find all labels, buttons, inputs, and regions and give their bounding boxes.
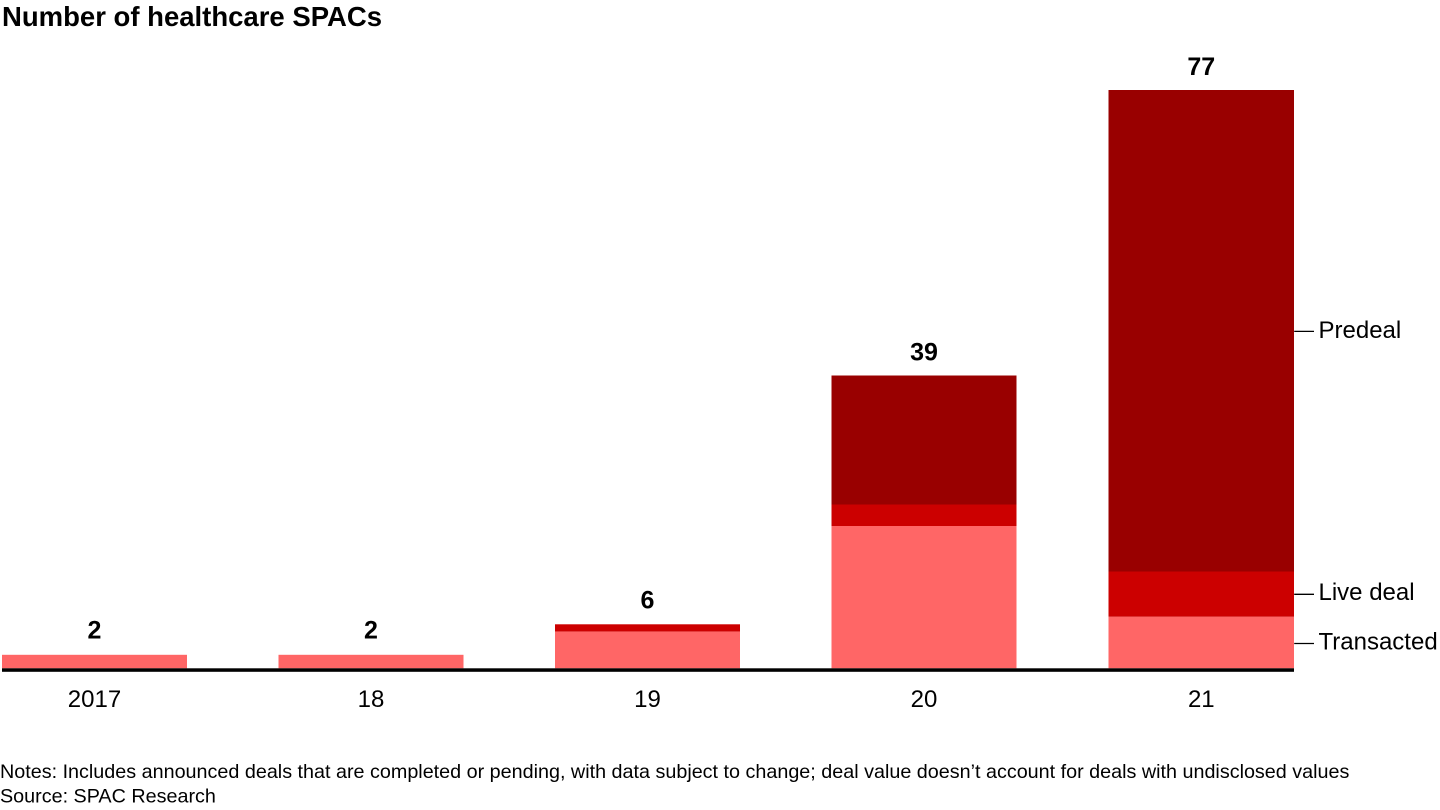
svg-text:20: 20: [911, 686, 938, 713]
svg-text:2: 2: [364, 617, 378, 645]
svg-text:Transacted: Transacted: [1319, 629, 1438, 656]
svg-text:6: 6: [641, 587, 655, 615]
svg-text:19: 19: [634, 686, 661, 713]
svg-text:2017: 2017: [68, 686, 121, 713]
svg-text:18: 18: [358, 686, 385, 713]
svg-text:39: 39: [910, 339, 938, 367]
svg-text:77: 77: [1187, 53, 1215, 81]
svg-text:Predeal: Predeal: [1319, 317, 1402, 344]
svg-text:Notes: Includes announced deal: Notes: Includes announced deals that are…: [0, 761, 1349, 783]
svg-text:Live deal: Live deal: [1319, 579, 1415, 606]
svg-text:2: 2: [88, 617, 102, 645]
svg-text:Source: SPAC Research: Source: SPAC Research: [0, 785, 216, 807]
svg-text:21: 21: [1188, 686, 1215, 713]
svg-text:Number of healthcare SPACs: Number of healthcare SPACs: [2, 1, 382, 32]
